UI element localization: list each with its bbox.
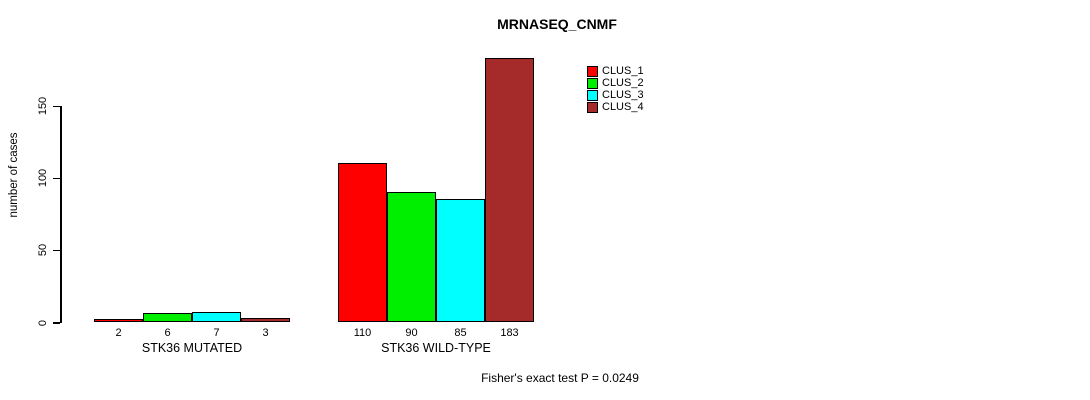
- y-axis-tick: [53, 177, 60, 180]
- bar-clus_4-wildtype: [485, 58, 534, 322]
- bar-clus_3-mutated: [192, 311, 241, 322]
- bar-value-label: 7: [213, 327, 220, 339]
- legend-swatch: [587, 65, 598, 77]
- fisher-test-annotation: Fisher's exact test P = 0.0249: [481, 371, 639, 385]
- category-label: STK36 MUTATED: [141, 341, 243, 355]
- y-tick-label: 0: [37, 319, 49, 326]
- y-tick-label: 100: [37, 169, 49, 188]
- legend-label: CLUS_2: [602, 77, 644, 89]
- bar-value-label: 2: [115, 327, 122, 339]
- legend-swatch: [587, 77, 598, 89]
- bar-clus_4-mutated: [241, 317, 290, 322]
- category-label: STK36 WILD-TYPE: [381, 341, 491, 355]
- y-axis-line: [60, 105, 62, 324]
- legend-row: CLUS_1: [587, 65, 644, 77]
- bar-clus_1-wildtype: [338, 163, 387, 322]
- bar-clus_3-wildtype: [436, 199, 485, 322]
- legend-swatch: [587, 89, 598, 101]
- bar-clus_2-wildtype: [387, 192, 436, 322]
- bar-value-label: 6: [164, 327, 171, 339]
- bar-clus_2-mutated: [143, 313, 192, 322]
- legend: CLUS_1 CLUS_2 CLUS_3 CLUS_4: [587, 65, 644, 113]
- bar-value-label: 85: [454, 327, 467, 339]
- legend-swatch: [587, 101, 598, 113]
- y-axis-tick: [53, 105, 60, 108]
- y-axis-tick: [53, 322, 60, 324]
- chart-title: MRNASEQ_CNMF: [497, 16, 617, 32]
- legend-row: CLUS_3: [587, 89, 644, 101]
- legend-label: CLUS_3: [602, 89, 644, 101]
- bar-value-label: 90: [405, 327, 418, 339]
- y-tick-label: 150: [37, 96, 49, 116]
- legend-label: CLUS_1: [602, 65, 644, 77]
- bar-clus_1-mutated: [94, 319, 143, 322]
- legend-label: CLUS_4: [602, 101, 644, 113]
- bar-value-label: 3: [262, 327, 269, 339]
- legend-row: CLUS_4: [587, 101, 644, 113]
- y-axis-tick: [53, 249, 60, 252]
- bar-value-label: 110: [353, 327, 372, 339]
- legend-row: CLUS_2: [587, 77, 644, 89]
- bar-value-label: 183: [500, 327, 519, 339]
- y-tick-label: 50: [37, 244, 49, 257]
